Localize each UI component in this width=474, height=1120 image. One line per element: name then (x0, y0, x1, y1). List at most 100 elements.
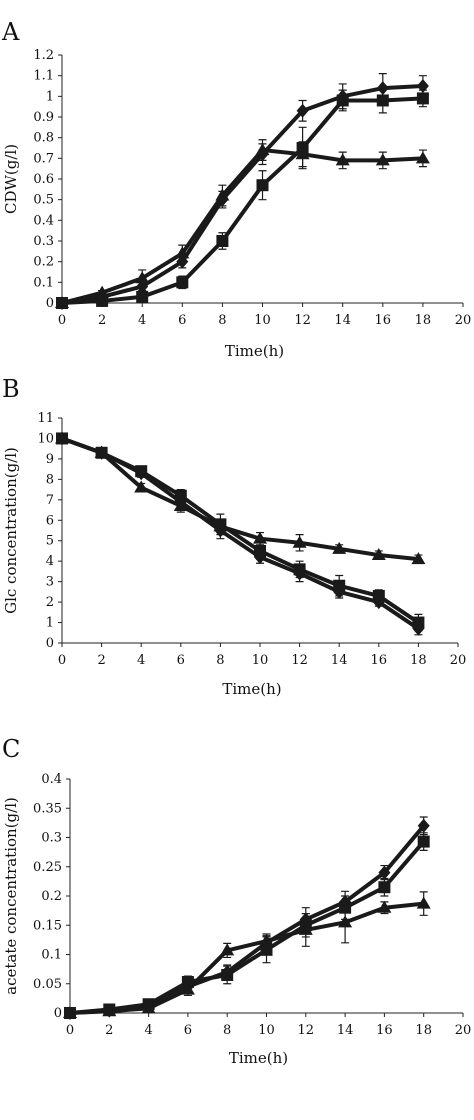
data-point (213, 519, 228, 532)
x-axis-label: Time(h) (225, 342, 284, 360)
data-point (260, 943, 273, 956)
x-tick-label: 0 (58, 313, 66, 328)
y-tick-label: 2 (46, 595, 54, 610)
series-square (64, 832, 430, 1019)
x-tick-label: 4 (144, 1023, 152, 1038)
x-tick-label: 0 (58, 653, 66, 668)
data-point (95, 285, 110, 298)
data-point (180, 982, 195, 995)
x-tick-label: 2 (97, 653, 105, 668)
y-tick-label: 0.7 (33, 151, 54, 166)
y-tick-label: 0.4 (41, 772, 62, 787)
data-point (371, 548, 386, 561)
x-tick-label: 8 (218, 313, 226, 328)
data-point (255, 143, 270, 156)
x-tick-label: 18 (415, 313, 432, 328)
data-point (378, 881, 391, 894)
series-line (69, 840, 426, 1015)
x-tick-label: 18 (415, 1023, 432, 1038)
y-tick-label: 0.25 (33, 860, 62, 875)
y-tick-label: 0.3 (33, 234, 54, 249)
series-diamond (56, 73, 429, 310)
data-point (215, 188, 230, 201)
series-line (69, 901, 424, 1015)
x-axis-label: Time(h) (222, 680, 281, 698)
panel-letter: A (1, 18, 20, 46)
x-tick-label: 16 (371, 653, 388, 668)
x-tick-label: 16 (375, 313, 392, 328)
y-tick-label: 0.15 (33, 918, 62, 933)
data-point (295, 147, 310, 160)
y-axis-label: CDW(g/l) (2, 144, 20, 214)
data-point (175, 246, 190, 259)
data-point (94, 445, 109, 458)
x-tick-label: 4 (138, 313, 146, 328)
data-point (63, 1006, 77, 1018)
x-tick-label: 6 (177, 653, 185, 668)
data-point (336, 94, 349, 107)
data-point (372, 589, 385, 602)
x-tick-label: 14 (334, 313, 351, 328)
x-tick-label: 14 (331, 653, 348, 668)
data-point (135, 271, 150, 284)
y-tick-label: 0.3 (41, 831, 62, 846)
series-triangle (63, 891, 431, 1018)
data-point (335, 153, 350, 166)
y-tick-label: 0.9 (33, 110, 54, 125)
y-axis-label: acetate concentration(g/l) (2, 797, 20, 995)
panel-letter: B (2, 375, 20, 403)
x-axis-label: Time(h) (229, 1049, 288, 1067)
y-tick-label: 1 (46, 616, 54, 631)
y-tick-label: 9 (46, 452, 54, 467)
x-tick-label: 6 (184, 1023, 192, 1038)
y-tick-label: 0.4 (33, 213, 54, 228)
y-tick-label: 0.5 (33, 193, 54, 208)
series-line (61, 436, 419, 562)
x-tick-label: 20 (455, 313, 472, 328)
x-tick-label: 10 (254, 313, 271, 328)
y-tick-label: 0.2 (33, 255, 54, 270)
data-point (333, 579, 346, 592)
data-point (55, 296, 69, 308)
data-point (292, 535, 307, 548)
data-point (221, 968, 234, 981)
y-tick-label: 0.1 (41, 948, 62, 963)
series-triangle (55, 431, 426, 565)
x-tick-label: 12 (298, 1023, 315, 1038)
x-tick-label: 2 (98, 313, 106, 328)
series-line (69, 824, 426, 1015)
data-point (296, 103, 309, 118)
chart-panel-c: C 0 0.05 0.1 0.15 0.2 0.25 0.3 0.35 0.4 0 2 4 6 8 10 12 1… (2, 735, 471, 1067)
chart-panel-a: A 0 0.1 0.2 0.3 0.4 0.5 0.6 0.7 0.8 0.9 1 1.1 1.2 0 2 4 6… (1, 18, 471, 360)
data-point (332, 541, 347, 554)
data-point (102, 1004, 117, 1017)
y-tick-label: 0.35 (33, 801, 62, 816)
y-tick-label: 0.05 (33, 977, 62, 992)
data-point (293, 563, 306, 576)
y-tick-label: 7 (46, 493, 54, 508)
data-point (416, 92, 429, 105)
y-axis-label: Glc concentration(g/l) (2, 447, 20, 614)
y-tick-label: 0.8 (33, 131, 54, 146)
x-tick-label: 8 (223, 1023, 231, 1038)
y-tick-label: 11 (37, 411, 54, 426)
x-tick-label: 20 (455, 1023, 472, 1038)
data-point (135, 465, 148, 478)
x-tick-label: 14 (337, 1023, 354, 1038)
y-tick-label: 0 (46, 296, 54, 311)
data-point (141, 1001, 156, 1014)
y-tick-label: 0.1 (33, 275, 54, 290)
y-tick-label: 5 (46, 534, 54, 549)
data-point (417, 835, 430, 848)
data-point (216, 235, 229, 247)
series-line (61, 84, 424, 305)
y-tick-label: 1.1 (33, 69, 54, 84)
x-tick-label: 12 (294, 313, 311, 328)
data-point (411, 552, 426, 565)
y-tick-label: 6 (46, 513, 54, 528)
y-tick-label: 0 (46, 636, 54, 651)
x-tick-label: 6 (178, 313, 186, 328)
x-tick-label: 2 (105, 1023, 113, 1038)
